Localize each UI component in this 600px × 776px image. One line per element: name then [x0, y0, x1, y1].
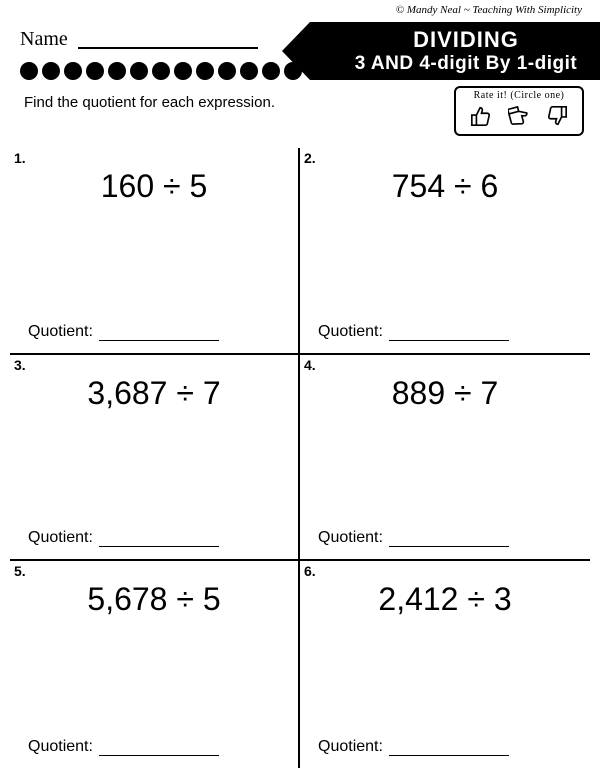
- quotient-row: Quotient:: [318, 529, 568, 547]
- problem-number: 2.: [304, 150, 316, 166]
- problem-cell: 1. 160 ÷ 5 Quotient:: [10, 148, 300, 355]
- problems-grid: 1. 160 ÷ 5 Quotient: 2. 754 ÷ 6 Quotient: 3. 3,…: [10, 148, 590, 768]
- quotient-label: Quotient:: [28, 323, 93, 340]
- division-expression: 889 ÷ 7: [310, 375, 580, 412]
- decorative-dot: [64, 62, 82, 80]
- decorative-dot: [108, 62, 126, 80]
- problem-cell: 4. 889 ÷ 7 Quotient:: [300, 355, 590, 562]
- decorative-dot: [20, 62, 38, 80]
- copyright-text: © Mandy Neal ~ Teaching With Simplicity: [396, 4, 582, 16]
- name-label: Name: [20, 28, 68, 51]
- quotient-label: Quotient:: [318, 323, 383, 340]
- quotient-row: Quotient:: [318, 738, 568, 756]
- quotient-answer-line[interactable]: [389, 755, 509, 756]
- thumbs-down-icon[interactable]: [544, 103, 570, 129]
- decorative-dot: [284, 62, 302, 80]
- decorative-dot: [42, 62, 60, 80]
- division-expression: 3,687 ÷ 7: [20, 375, 288, 412]
- problem-cell: 3. 3,687 ÷ 7 Quotient:: [10, 355, 300, 562]
- problem-number: 6.: [304, 563, 316, 579]
- title-line1: DIVIDING: [332, 27, 600, 53]
- problem-cell: 2. 754 ÷ 6 Quotient:: [300, 148, 590, 355]
- quotient-label: Quotient:: [318, 529, 383, 546]
- quotient-label: Quotient:: [28, 738, 93, 755]
- division-expression: 160 ÷ 5: [20, 168, 288, 205]
- problem-number: 4.: [304, 357, 316, 373]
- thumbs-side-icon[interactable]: [506, 103, 532, 129]
- decorative-dot: [196, 62, 214, 80]
- decorative-dot: [152, 62, 170, 80]
- division-expression: 5,678 ÷ 5: [20, 581, 288, 618]
- decorative-dot: [86, 62, 104, 80]
- quotient-answer-line[interactable]: [99, 755, 219, 756]
- decorative-dot: [306, 62, 324, 80]
- problem-cell: 5. 5,678 ÷ 5 Quotient:: [10, 561, 300, 768]
- quotient-row: Quotient:: [28, 323, 278, 341]
- decorative-dot: [240, 62, 258, 80]
- rate-it-title: Rate it! (Circle one): [456, 90, 582, 101]
- problem-number: 1.: [14, 150, 26, 166]
- quotient-answer-line[interactable]: [389, 340, 509, 341]
- rate-it-box: Rate it! (Circle one): [454, 86, 584, 136]
- problem-cell: 6. 2,412 ÷ 3 Quotient:: [300, 561, 590, 768]
- problem-number: 3.: [14, 357, 26, 373]
- division-expression: 2,412 ÷ 3: [310, 581, 580, 618]
- problem-number: 5.: [14, 563, 26, 579]
- quotient-answer-line[interactable]: [99, 340, 219, 341]
- title-banner: DIVIDING 3 AND 4-digit By 1-digit: [310, 22, 600, 80]
- decorative-dot: [174, 62, 192, 80]
- quotient-row: Quotient:: [28, 738, 278, 756]
- quotient-answer-line[interactable]: [389, 546, 509, 547]
- quotient-answer-line[interactable]: [99, 546, 219, 547]
- quotient-label: Quotient:: [28, 529, 93, 546]
- quotient-label: Quotient:: [318, 738, 383, 755]
- thumbs-up-icon[interactable]: [468, 103, 494, 129]
- decorative-dot: [218, 62, 236, 80]
- instruction-text: Find the quotient for each expression.: [24, 94, 275, 111]
- quotient-row: Quotient:: [28, 529, 278, 547]
- decorative-dot: [130, 62, 148, 80]
- quotient-row: Quotient:: [318, 323, 568, 341]
- division-expression: 754 ÷ 6: [310, 168, 580, 205]
- decorative-dot: [262, 62, 280, 80]
- rate-icons-row: [456, 101, 582, 131]
- decorative-dots: [20, 62, 324, 80]
- name-input-line[interactable]: [78, 47, 258, 49]
- title-line2: 3 AND 4-digit By 1-digit: [332, 53, 600, 75]
